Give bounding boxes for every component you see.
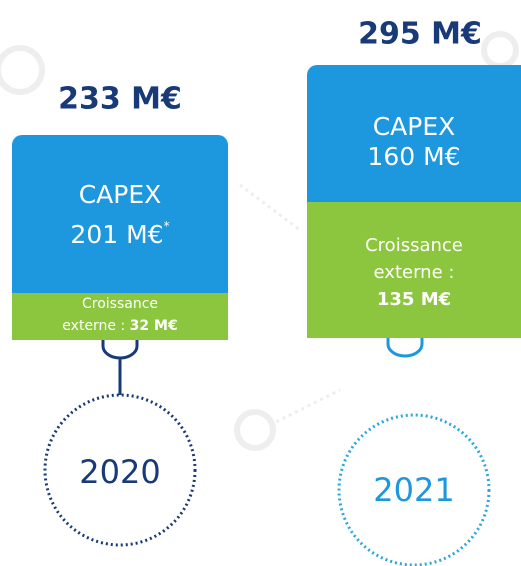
growth-label: externe :: [374, 262, 455, 283]
total: 295 M€: [358, 17, 482, 52]
background-decor: [0, 31, 519, 451]
growth-block: [12, 293, 228, 340]
capex-value: 201 M€*: [70, 219, 169, 250]
growth-label: Croissance: [365, 235, 463, 256]
connector: [386, 338, 424, 358]
growth-value: externe : 32 M€: [62, 318, 177, 334]
capex-amount: 201 M€: [70, 220, 163, 249]
year-circle: [337, 413, 491, 566]
connector: [101, 340, 139, 395]
total: 233 M€: [58, 82, 182, 117]
growth-block: [307, 202, 521, 338]
growth-amount: 32 M€: [130, 318, 178, 334]
capex-note: *: [164, 219, 170, 233]
growth-value: 135 M€: [377, 289, 451, 310]
capex-block: [12, 135, 228, 293]
capex-value: 160 M€: [367, 142, 460, 171]
capex-label: CAPEX: [373, 112, 456, 141]
capex-block: [307, 65, 521, 202]
year: 2020: [79, 453, 160, 491]
growth-label: Croissance: [82, 296, 158, 312]
year-circle: [43, 393, 197, 547]
growth-label: externe :: [62, 318, 125, 334]
capex-label: CAPEX: [79, 180, 162, 209]
year: 2021: [373, 471, 454, 509]
